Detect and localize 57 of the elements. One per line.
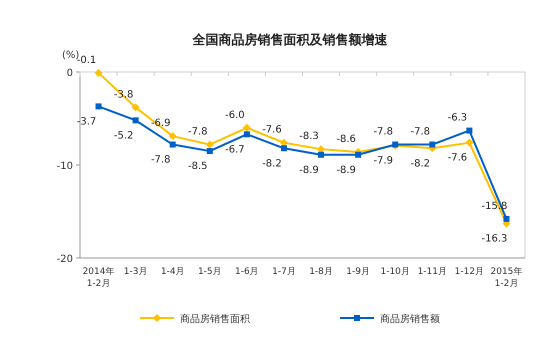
point: [168, 132, 177, 140]
data-label: -3.7: [76, 116, 96, 128]
x-tick-label: 1-3月: [124, 267, 148, 277]
point: [429, 142, 436, 148]
x-tick-label: 2015年 1-2月: [490, 266, 522, 289]
chart-title: 全国商品房销售面积及销售额增速: [192, 32, 388, 48]
data-label: -7.8: [150, 154, 170, 166]
data-label: -8.3: [299, 131, 319, 142]
data-label: -8.9: [336, 164, 356, 176]
x-tick-label: 1-11月: [418, 267, 448, 277]
point: [280, 145, 287, 152]
data-label: -7.8: [410, 126, 430, 138]
y-tick-label: -10: [56, 161, 73, 172]
point: [465, 138, 474, 147]
x-tick-label: 2014年 1-2月: [82, 266, 114, 289]
point: [318, 152, 324, 158]
data-label: -0.1: [76, 54, 96, 66]
x-tick-label: 1-6月: [235, 267, 259, 277]
data-label: -7.6: [448, 152, 468, 164]
data-label: -6.0: [225, 110, 245, 121]
x-tick-label: 1-4月: [160, 267, 185, 277]
point: [96, 103, 102, 110]
data-label: -8.2: [410, 158, 430, 170]
point: [132, 117, 139, 124]
data-label: -8.6: [336, 134, 356, 145]
point: [94, 68, 103, 77]
x-tick-label: 1-8月: [309, 267, 333, 277]
data-label: -8.5: [188, 161, 208, 172]
point: [206, 140, 214, 149]
point: [355, 152, 362, 158]
point: [466, 128, 472, 134]
y-tick-label: -20: [56, 254, 73, 265]
data-label: -5.2: [114, 130, 134, 142]
data-label: -7.8: [188, 126, 208, 138]
data-label: -16.3: [482, 234, 508, 245]
data-label: -7.8: [373, 126, 393, 138]
x-tick-label: 1-7月: [272, 267, 296, 277]
x-tick-label: 1-5月: [198, 267, 222, 277]
x-tick-label: 1-12月: [454, 267, 484, 277]
x-tick-label: 1-10月: [380, 267, 410, 277]
data-label: -8.9: [299, 164, 319, 176]
data-label: -6.3: [448, 112, 468, 124]
x-tick-label: 1-9月: [346, 267, 370, 277]
data-label: -8.2: [262, 158, 282, 170]
data-label: -7.9: [373, 155, 393, 166]
legend-label: 商品房销售面积: [180, 313, 250, 325]
y-tick-label: 0: [66, 68, 73, 79]
point: [242, 124, 251, 132]
point: [170, 142, 176, 148]
legend-label: 商品房销售额: [380, 313, 440, 325]
point: [244, 131, 250, 138]
point: [503, 216, 510, 222]
data-label: -6.7: [225, 144, 245, 156]
y-axis-title: (%): [62, 50, 80, 61]
point: [132, 103, 140, 112]
data-label: -7.6: [262, 124, 282, 136]
point: [206, 148, 213, 154]
